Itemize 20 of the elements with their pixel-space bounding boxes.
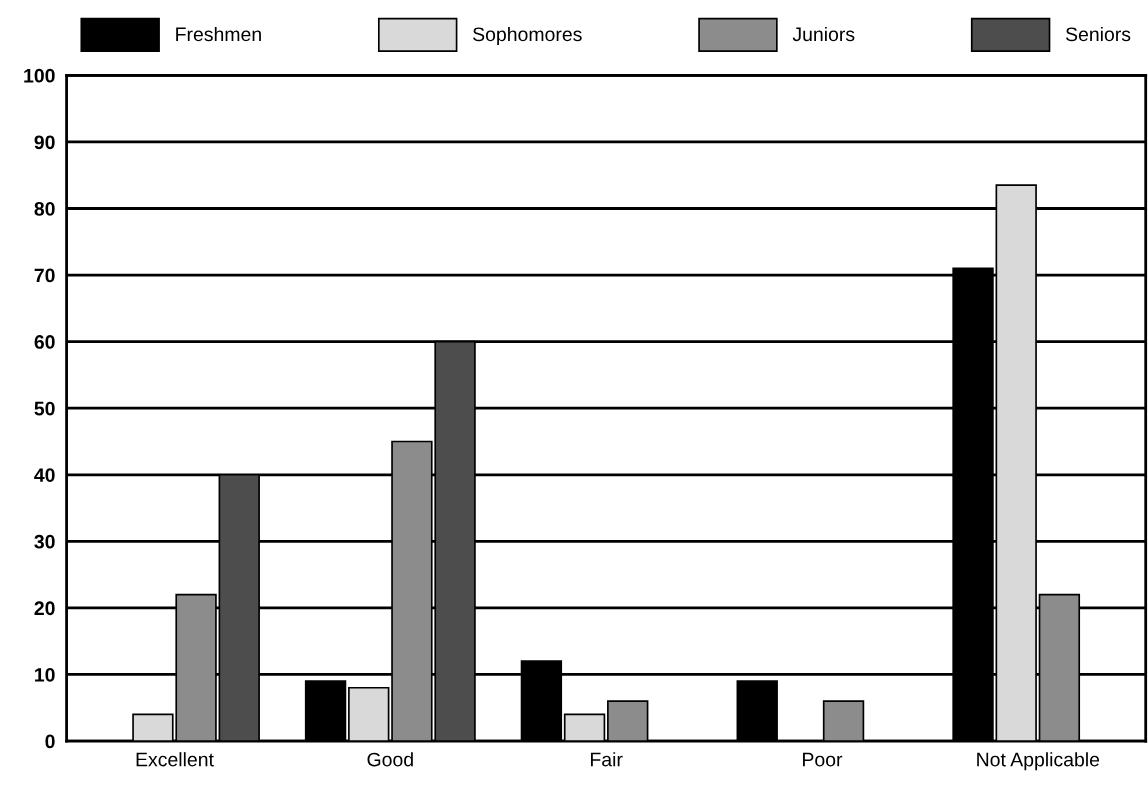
x-tick-label: Fair bbox=[591, 752, 623, 767]
y-tick-label: 50 bbox=[34, 401, 55, 416]
x-tick-label: Not Applicable bbox=[977, 752, 1100, 771]
x-tick-label: Good bbox=[367, 752, 413, 767]
y-tick-label: 70 bbox=[34, 268, 55, 283]
y-tick-label: 60 bbox=[34, 335, 55, 349]
legend-label: Seniors bbox=[1065, 26, 1131, 42]
y-tick-label: 30 bbox=[34, 534, 55, 549]
legend-label: Juniors bbox=[792, 26, 855, 42]
legend-label: Sophomores bbox=[473, 26, 582, 46]
y-tick-label: 20 bbox=[34, 601, 55, 616]
x-tick-label: Excellent bbox=[136, 752, 214, 767]
legend-label: Freshmen bbox=[176, 26, 261, 42]
y-tick-label: 40 bbox=[34, 468, 55, 482]
y-tick-label: 0 bbox=[45, 734, 55, 749]
x-tick-label: Poor bbox=[803, 752, 843, 767]
y-tick-label: 90 bbox=[34, 135, 55, 150]
y-tick-label: 80 bbox=[34, 201, 55, 216]
y-tick-label: 10 bbox=[35, 667, 55, 682]
y-tick-label: 100 bbox=[24, 68, 55, 83]
